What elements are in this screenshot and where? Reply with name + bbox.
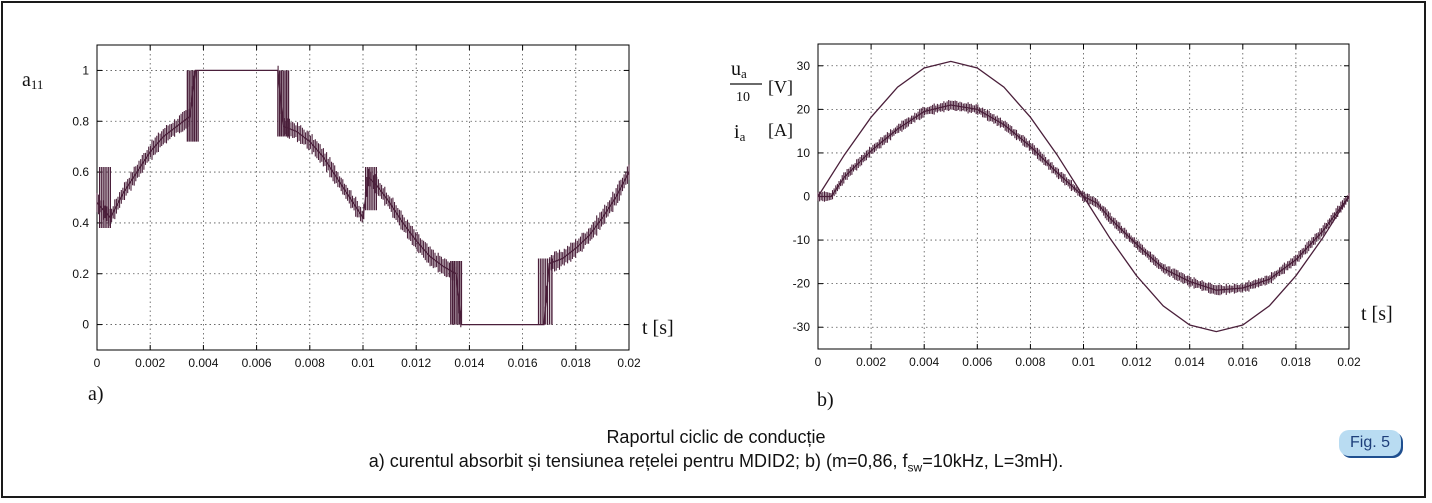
x-tick-label: 0.004 (188, 356, 218, 370)
y-label-i: ia (734, 121, 746, 144)
y-tick-label: 0.6 (72, 165, 89, 179)
figure-number-badge: Fig. 5 (1339, 430, 1401, 456)
switching-burst (537, 258, 553, 325)
ticks-a (96, 45, 630, 350)
x-tick-label: 0.002 (856, 355, 886, 369)
series-group-a (96, 65, 630, 328)
y-tick-label: 0 (82, 318, 89, 332)
ticks-b (817, 44, 1350, 349)
x-tick-label: 0.006 (242, 356, 272, 370)
y-tick-label: 1 (82, 63, 89, 77)
y-tick-label: 20 (797, 102, 811, 116)
chart-panel-b: 0 0.002 0.004 0.006 0.008 0.01 0.012 0.014 0.016… (730, 43, 1393, 411)
switching-burst (99, 167, 111, 228)
caption-title: Raportul ciclic de conducție (606, 427, 826, 447)
panel-label-a: a) (88, 383, 104, 405)
x-tick-label: 0.016 (1228, 355, 1258, 369)
y-tick-label: 0.2 (72, 267, 89, 281)
caption-subscript: sw (907, 460, 923, 475)
x-tick-label: 0.008 (1015, 355, 1045, 369)
y-tick-labels-b: -30 -20 -10 0 10 20 30 (793, 59, 811, 334)
y-tick-label: 0.8 (72, 114, 89, 128)
y-tick-label: 0.4 (72, 216, 89, 230)
y-label-u: ua (731, 58, 747, 81)
x-tick-label: 0.02 (617, 356, 641, 370)
y-tick-label: -30 (793, 320, 811, 334)
y-tick-label: 30 (797, 59, 811, 73)
x-tick-label: 0.014 (1175, 355, 1205, 369)
switching-burst (450, 261, 463, 325)
y-tick-label: -10 (793, 233, 811, 247)
x-tick-labels-b: 0 0.002 0.004 0.006 0.008 0.01 0.012 0.014 0.016… (815, 355, 1361, 369)
x-tick-label: 0.002 (135, 356, 165, 370)
y-label-a-unit: [A] (768, 120, 793, 140)
panel-label-b: b) (817, 389, 834, 411)
x-tick-label: 0.018 (561, 356, 591, 370)
y-label-denominator: 10 (736, 90, 750, 105)
y-axis-label-b: ua 10 [V] ia [A] (730, 58, 793, 144)
y-tick-label: 10 (797, 146, 811, 160)
x-tick-label: 0.01 (1072, 355, 1096, 369)
y-tick-labels-a: 0 0.2 0.4 0.6 0.8 1 (72, 63, 89, 331)
x-tick-label: 0.018 (1281, 355, 1311, 369)
caption-text-start: a) curentul absorbit și tensiunea rețele… (368, 451, 908, 471)
switching-burst (186, 70, 199, 142)
y-label-v-unit: [V] (768, 77, 793, 97)
grid-a (97, 45, 629, 350)
x-tick-label: 0.01 (351, 356, 375, 370)
switching-burst (277, 70, 290, 137)
x-tick-label: 0 (815, 355, 822, 369)
x-tick-label: 0.008 (295, 356, 325, 370)
y-tick-label: 0 (803, 190, 810, 204)
x-tick-label: 0.02 (1337, 355, 1361, 369)
x-tick-label: 0.012 (401, 356, 431, 370)
x-tick-label: 0 (94, 356, 101, 370)
y-tick-label: -20 (793, 277, 811, 291)
chart-panel-a: 0 0.002 0.004 0.006 0.008 0.01 0.012 0.014 0.016… (22, 44, 674, 405)
x-axis-label-a: t [s] (642, 317, 674, 339)
caption-description: a) curentul absorbit și tensiunea rețele… (0, 450, 1432, 479)
x-tick-label: 0.016 (508, 356, 538, 370)
x-tick-labels-a: 0 0.002 0.004 0.006 0.008 0.01 0.012 0.014 0.016… (94, 356, 641, 370)
x-tick-label: 0.004 (909, 355, 939, 369)
series-ripple-2 (817, 100, 1350, 296)
series-group-b (817, 60, 1350, 333)
switching-burst (365, 167, 377, 211)
x-tick-label: 0.014 (454, 356, 484, 370)
caption-text-end: =10kHz, L=3mH). (922, 451, 1064, 471)
y-axis-label-a: a11 (22, 69, 43, 92)
x-axis-label-b: t [s] (1361, 303, 1393, 325)
x-tick-label: 0.012 (1122, 355, 1152, 369)
x-tick-label: 0.006 (962, 355, 992, 369)
